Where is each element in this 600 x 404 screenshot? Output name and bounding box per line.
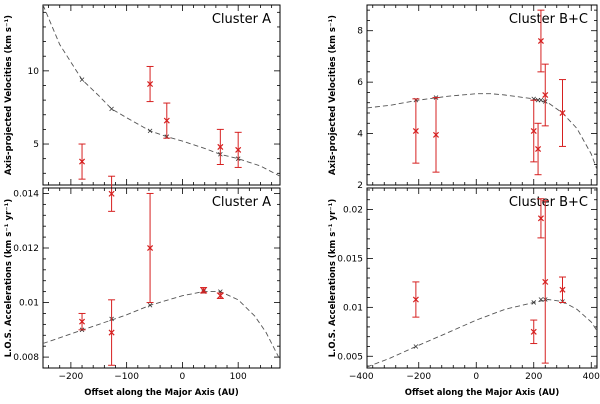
observed-point	[216, 128, 224, 166]
model-curve	[43, 5, 280, 177]
y-tick-label: 0.02	[343, 206, 363, 216]
model-point	[531, 300, 537, 305]
obs-marker	[542, 278, 549, 285]
obs-marker	[537, 215, 544, 222]
observed-point	[108, 175, 116, 212]
y-tick-label: 4	[357, 130, 363, 140]
model-point	[109, 106, 114, 112]
model-point	[147, 302, 153, 308]
model-point	[413, 344, 419, 349]
y-tick-label: 0.008	[13, 353, 39, 363]
y-tick-label: 0.012	[13, 244, 39, 254]
obs-marker	[412, 296, 419, 303]
panel-top-right: 2 4 6 8 Cluster B+C Axis-projected Velocities…	[328, 4, 598, 191]
x-axis-label: Offset along the Major Axis (AU)	[405, 388, 560, 398]
observed-point	[412, 281, 420, 318]
obs-marker	[537, 37, 544, 45]
obs-marker	[542, 91, 549, 99]
obs-marker	[217, 292, 224, 299]
y-tick-label: 10	[28, 67, 40, 77]
obs-marker	[559, 286, 566, 293]
y-tick-label: 0.005	[337, 352, 363, 362]
x-tick-label: 100	[230, 372, 247, 382]
observed-point	[559, 276, 566, 303]
obs-marker	[535, 145, 542, 153]
model-point	[147, 128, 153, 134]
y-axis-label: Axis-projected Velocities (km s⁻¹)	[328, 15, 338, 175]
y-axis-label: L.O.S. Accelerations (km s⁻¹ yr⁻¹)	[328, 199, 338, 358]
observed-point	[216, 292, 224, 299]
observed-point	[537, 198, 545, 239]
y-tick-label: 6	[357, 78, 363, 88]
y-tick-label: 0.01	[343, 303, 363, 313]
y-axis-label: L.O.S. Accelerations (km s⁻¹ yr⁻¹)	[4, 199, 14, 358]
observed-point	[530, 99, 538, 163]
model-curve	[367, 299, 597, 368]
observed-point	[163, 102, 171, 139]
plot-frame	[42, 187, 281, 369]
obs-marker	[108, 190, 115, 197]
plot-frame	[366, 4, 598, 186]
observed-point	[412, 98, 420, 164]
panel-title: Cluster B+C	[509, 195, 588, 210]
obs-marker	[79, 158, 86, 165]
model-point	[79, 77, 85, 82]
obs-marker	[559, 109, 566, 117]
obs-marker	[200, 287, 207, 294]
y-tick-label: 0.014	[13, 189, 39, 199]
observed-point	[146, 192, 154, 304]
y-tick-label: 5	[33, 140, 39, 150]
observed-point	[78, 312, 86, 331]
panel-title: Cluster B+C	[509, 12, 588, 27]
obs-marker	[147, 244, 154, 252]
observed-point	[534, 122, 542, 176]
obs-marker	[217, 143, 224, 150]
x-tick-label: 400	[583, 372, 600, 382]
observed-point	[108, 299, 116, 366]
model-point	[538, 297, 544, 302]
x-tick-label: −200	[406, 372, 431, 382]
plot-frame	[42, 4, 281, 186]
obs-marker	[235, 146, 242, 153]
obs-marker	[79, 318, 86, 325]
obs-marker	[412, 127, 419, 135]
x-axis-label: Offset along the Major Axis (AU)	[84, 388, 239, 398]
panel-title: Cluster A	[212, 195, 271, 210]
x-tick-label: −200	[59, 372, 84, 382]
y-tick-label: 0.015	[337, 254, 363, 264]
y-axis-label: Axis-projected Velocities (km s⁻¹)	[4, 15, 14, 175]
model-point	[538, 97, 544, 103]
observed-point	[537, 9, 545, 73]
x-tick-label: 0	[473, 372, 479, 382]
panel-top-left: 5 10 Cluster A Axis-projected Velocities (k…	[4, 4, 281, 212]
observed-point	[146, 65, 154, 103]
panel-bottom-right: −400 −200 0 200 400 0.005 0.01 0.015 0.02 Cluster…	[328, 187, 600, 398]
panel-title: Cluster A	[212, 12, 271, 27]
obs-marker	[530, 127, 537, 135]
observed-point	[559, 79, 566, 147]
y-tick-label: 8	[357, 27, 363, 37]
x-tick-label: 0	[180, 372, 186, 382]
observed-point	[200, 287, 208, 294]
observed-point	[432, 97, 440, 173]
y-tick-label: 2	[357, 181, 363, 191]
x-tick-label: −100	[114, 372, 139, 382]
x-tick-label: −400	[349, 372, 374, 382]
obs-marker	[108, 329, 115, 336]
observed-point	[234, 131, 242, 168]
panel-bottom-left: −200 −100 0 100 0.008 0.01 0.012 0.014 Cluster A…	[4, 187, 281, 398]
observed-point	[530, 319, 538, 345]
observed-point	[541, 63, 549, 127]
obs-marker	[163, 117, 170, 124]
x-tick-label: 200	[525, 372, 542, 382]
obs-marker	[432, 131, 440, 138]
obs-marker	[147, 81, 154, 88]
observed-point	[78, 143, 86, 180]
obs-marker	[530, 328, 537, 335]
model-curve	[43, 291, 280, 361]
observed-point	[541, 200, 549, 364]
model-curve	[367, 93, 597, 170]
y-tick-label: 0.01	[19, 299, 39, 309]
